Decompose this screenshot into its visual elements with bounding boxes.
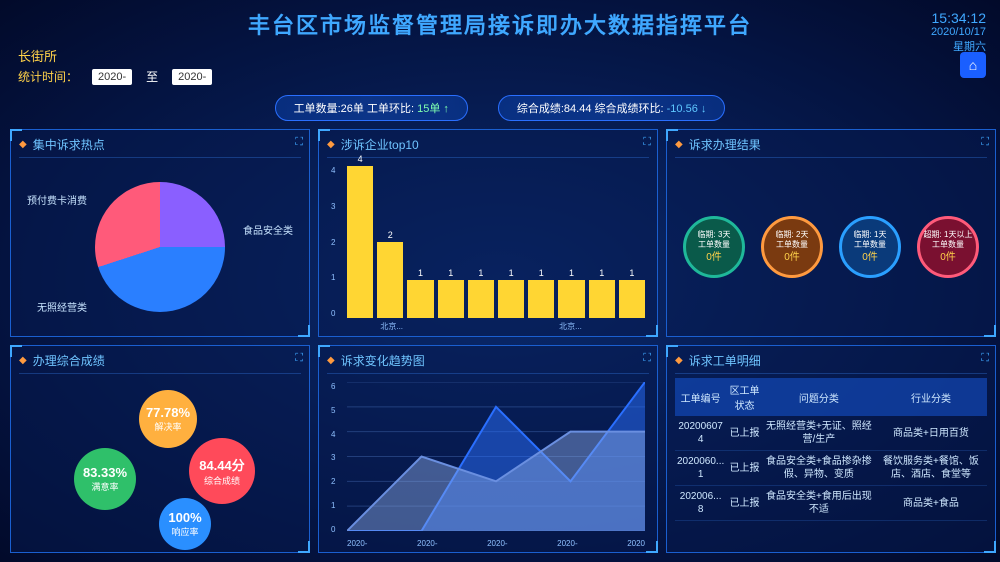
header: 丰台区市场监督管理局接诉即办大数据指挥平台 15:34:12 2020/10/1… bbox=[0, 0, 1000, 44]
panel-bubbles: ◆办理综合成绩 ⛶ 77.78%解决率84.44分综合成绩83.33%满意率10… bbox=[10, 345, 310, 553]
pill-orders: 工单数量:26单 工单环比: 15单 ↑ bbox=[275, 95, 468, 121]
area-chart bbox=[347, 382, 645, 531]
expand-icon[interactable]: ⛶ bbox=[981, 136, 989, 149]
expand-icon[interactable]: ⛶ bbox=[643, 136, 651, 149]
dashboard-grid: ◆集中诉求热点 ⛶ 预付费卡消费 食品安全类 无照经营类 ◆涉诉企业top10 … bbox=[0, 129, 1000, 553]
bar-chart: 4211111111 bbox=[347, 166, 645, 318]
expand-icon[interactable]: ⛶ bbox=[295, 136, 303, 149]
sub-header: 长街所 统计时间： 2020- 至 2020- bbox=[0, 44, 1000, 91]
bubble-chart: 77.78%解决率84.44分综合成绩83.33%满意率100%响应率 bbox=[19, 378, 301, 548]
clock-block: 15:34:12 2020/10/17 星期六 bbox=[931, 10, 986, 54]
panel-pie: ◆集中诉求热点 ⛶ 预付费卡消费 食品安全类 无照经营类 bbox=[10, 129, 310, 337]
panel-area: ◆诉求变化趋势图 ⛶ 0123456 2020-2020-2020-2020-2… bbox=[318, 345, 658, 553]
expand-icon[interactable]: ⛶ bbox=[981, 352, 989, 365]
pie-chart bbox=[95, 182, 225, 312]
ring-row: 临期: 3天工单数量0件临期: 2天工单数量0件临期: 1天工单数量0件超期: … bbox=[675, 162, 987, 332]
panel-rings: ◆诉求办理结果 ⛶ 临期: 3天工单数量0件临期: 2天工单数量0件临期: 1天… bbox=[666, 129, 996, 337]
clock: 15:34:12 bbox=[932, 10, 987, 26]
home-button[interactable]: ⌂ bbox=[960, 52, 986, 78]
pill-score: 综合成绩:84.44 综合成绩环比: -10.56 ↓ bbox=[498, 95, 726, 121]
expand-icon[interactable]: ⛶ bbox=[295, 352, 303, 365]
panel-bar: ◆涉诉企业top10 ⛶ 01234 4211111111 北京...北京... bbox=[318, 129, 658, 337]
date-to[interactable]: 2020- bbox=[172, 69, 212, 85]
summary-pills: 工单数量:26单 工单环比: 15单 ↑ 综合成绩:84.44 综合成绩环比: … bbox=[0, 91, 1000, 129]
org-name: 长街所 bbox=[18, 46, 982, 65]
expand-icon[interactable]: ⛶ bbox=[643, 352, 651, 365]
date-sep: 至 bbox=[146, 68, 158, 85]
stat-label: 统计时间： bbox=[18, 68, 78, 85]
detail-table: 工单编号区工单状态问题分类行业分类202006074已上报无照经营类+无证、照经… bbox=[675, 378, 987, 521]
panel-table: ◆诉求工单明细 ⛶ 工单编号区工单状态问题分类行业分类202006074已上报无… bbox=[666, 345, 996, 553]
page-title: 丰台区市场监督管理局接诉即办大数据指挥平台 bbox=[0, 8, 1000, 40]
date-from[interactable]: 2020- bbox=[92, 69, 132, 85]
home-icon: ⌂ bbox=[969, 57, 977, 73]
date: 2020/10/17 bbox=[931, 26, 986, 38]
